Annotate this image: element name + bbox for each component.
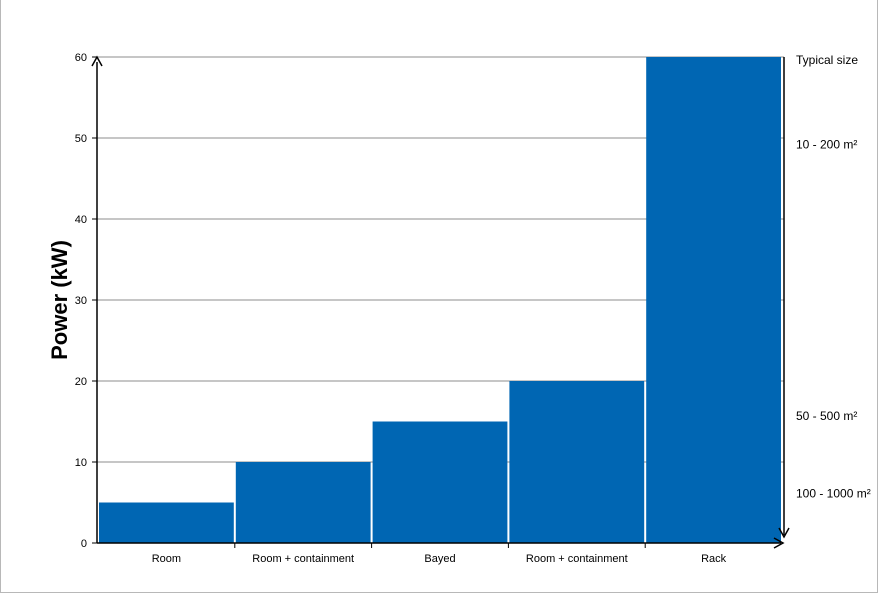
size-axis-labels: Typical size 10 - 200 m² 50 - 500 m² 100 -… (796, 53, 871, 501)
x-tick-label: Bayed (424, 553, 455, 565)
bar (99, 502, 234, 543)
x-tick-labels: Room Room + containment Bayed Room + contai… (152, 543, 727, 565)
size-axis-label: 50 - 500 m² (796, 409, 857, 423)
y-tick-label: 10 (75, 457, 87, 469)
axes (91, 55, 790, 549)
size-axis-arrow-icon (778, 527, 790, 539)
bar (646, 57, 781, 543)
x-axis-arrow-icon (773, 537, 785, 549)
y-tick-label: 30 (75, 295, 87, 307)
bar (509, 381, 645, 543)
x-tick-label: Room + containment (252, 553, 354, 565)
bar (372, 421, 508, 543)
y-tick-label: 20 (75, 376, 87, 388)
y-axis-label: Power (kW) (47, 240, 72, 360)
y-tick-labels: 0 10 20 30 40 50 60 (75, 52, 97, 550)
x-tick-label: Rack (701, 553, 727, 565)
x-tick-label: Room (152, 553, 181, 565)
bars (99, 57, 781, 543)
y-tick-label: 50 (75, 133, 87, 145)
bar (235, 462, 371, 543)
y-tick-label: 0 (81, 538, 87, 550)
size-axis-label: 10 - 200 m² (796, 138, 857, 152)
size-axis-label: 100 - 1000 m² (796, 487, 871, 501)
y-tick-label: 40 (75, 214, 87, 226)
x-tick-label: Room + containment (526, 553, 628, 565)
size-axis-title: Typical size (796, 53, 858, 67)
y-tick-label: 60 (75, 52, 87, 64)
